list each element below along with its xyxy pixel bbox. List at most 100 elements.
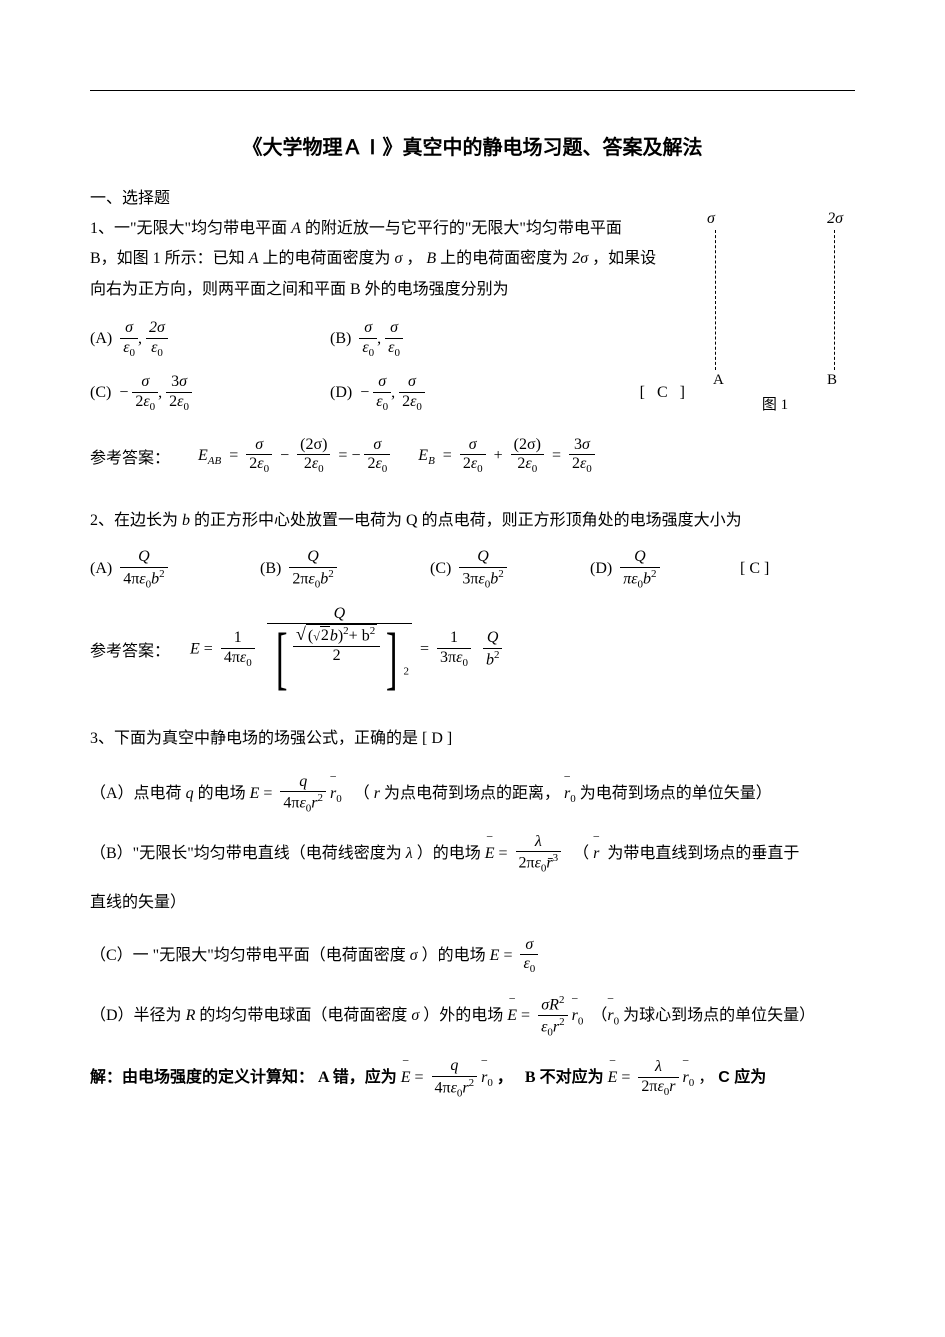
fig-B: B <box>827 372 837 389</box>
frac: (2σ) 2ε0 <box>297 436 330 476</box>
q1-optC: (C) − σ 2ε0 , 3σ 2ε0 <box>90 373 330 413</box>
q1-opts-row2: (C) − σ 2ε0 , 3σ 2ε0 (D) − <box>90 373 685 413</box>
fig-lines <box>695 230 855 370</box>
q1-optA-label: (A) <box>90 324 112 354</box>
fig-2sigma: 2σ <box>827 210 843 228</box>
vec-r0: r <box>572 1001 578 1031</box>
frac: (2σ) 2ε0 <box>511 436 544 476</box>
line-B <box>834 230 835 370</box>
q3-stem-text: 3、下面为真空中静电场的场强公式，正确的是 [ D ] <box>90 724 855 754</box>
q2-stem: 2、在边长为 b 的正方形中心处放置一电荷为 Q 的点电荷，则正方形顶角处的电场… <box>90 506 855 536</box>
q1-p2-mid3: 上的电荷面密度为 <box>440 250 568 267</box>
frac: σ 2ε0 <box>246 436 272 476</box>
q1-optA-frac2: 2σ ε0 <box>146 319 168 359</box>
vec-r0: r <box>683 1061 689 1095</box>
q1-optB-frac2: σ ε0 <box>385 319 403 359</box>
q3-solution: 解：由电场强度的定义计算知： A 错，应为 E = q 4πε0r2 r0 ， … <box>90 1057 855 1100</box>
vec-r0: r <box>481 1061 487 1095</box>
q1-p2-pre: B，如图 1 所示：已知 <box>90 250 245 267</box>
q3-optD: （D）半径为 R 的均匀带电球面（电荷面密度 σ ）外的电场 E = σR2 ε… <box>90 994 855 1039</box>
q1-optD-frac1: σ ε0 <box>373 373 391 413</box>
den: ε0 <box>359 338 377 360</box>
document-title: 《大学物理ＡⅠ》真空中的静电场习题、答案及解法 <box>90 131 855 160</box>
q1-optB: (B) σ ε0 , σ ε0 <box>330 319 403 359</box>
q1-optD: (D) − σ ε0 , σ 2ε0 <box>330 373 520 413</box>
den: ε0 <box>373 392 391 414</box>
q1-p3: 向右为正方向，则两平面之间和平面 B 外的电场强度分别为 <box>90 275 685 305</box>
q1-p1-pre: 1、一"无限大"均匀带电平面 <box>90 220 287 237</box>
q1-opts-row1: (A) σ ε0 , 2σ ε0 (B) σ ε0 <box>90 319 685 359</box>
frac: 1 3πε0 <box>437 629 471 669</box>
q1-optB-frac1: σ ε0 <box>359 319 377 359</box>
frac: Q πε0b2 <box>620 548 659 591</box>
q2-options: (A) Q 4πε0b2 (B) Q 2πε0b2 (C) Q 3πε0b2 (… <box>90 548 855 591</box>
line-A <box>715 230 716 370</box>
q2-optB: (B) Q 2πε0b2 <box>260 548 430 591</box>
q1-p1-mid: 的附近放一与它平行的"无限大"均匀带电平面 <box>305 220 622 237</box>
sqrt: (√2b)2+ b2 <box>296 624 377 646</box>
fig-top-labels: σ 2σ <box>695 210 855 228</box>
vec-E: E <box>507 1001 517 1031</box>
frac: q 4πε0r2 <box>432 1057 478 1100</box>
q1-p2-end: ，如果设 <box>592 250 656 267</box>
top-rule <box>90 90 855 91</box>
q1-optD-frac2: σ 2ε0 <box>399 373 425 413</box>
vec-r0: r <box>607 1001 613 1031</box>
den: ε0 <box>385 338 403 360</box>
num: 3σ <box>166 373 192 391</box>
frac: Q 2πε0b2 <box>289 548 336 591</box>
den: ε0 <box>146 338 168 360</box>
fig-bot-labels: A B <box>695 372 855 389</box>
q1-row: 1、一"无限大"均匀带电平面 A 的附近放一与它平行的"无限大"均匀带电平面 B… <box>90 214 855 428</box>
q2-optC: (C) Q 3πε0b2 <box>430 548 590 591</box>
frac: λ 2πε0r̄3 <box>516 833 562 876</box>
q3-optB-line2: 直线的矢量） <box>90 888 855 918</box>
q1-p2-A2: A <box>249 250 259 267</box>
q1-p2-B: B <box>426 250 436 267</box>
inner-frac: (√2b)2+ b2 2 <box>293 624 380 665</box>
q2-ans-expr: E = 1 4πε0 Q [ (√2b)2+ b2 <box>190 605 502 694</box>
q1-optB-label: (B) <box>330 324 351 354</box>
q1-optA: (A) σ ε0 , 2σ ε0 <box>90 319 330 359</box>
frac-big: Q [ (√2b)2+ b2 2 ] 2 <box>267 605 412 694</box>
frac: σR2 ε0r2 <box>538 994 568 1039</box>
q1-answer-line: 参考答案： EAB = σ 2ε0 − (2σ) 2ε0 = − σ 2ε0 E… <box>90 436 855 476</box>
fig-A: A <box>713 372 724 389</box>
vec-r0: r <box>564 779 570 809</box>
frac: 3σ 2ε0 <box>569 436 595 476</box>
q2-optD: (D) Q πε0b2 <box>590 548 740 591</box>
frac: σ ε0 <box>520 936 538 976</box>
frac: λ 2πε0r <box>638 1058 678 1098</box>
q3-optA: （A）点电荷 q 的电场 E = q 4πε0r2 r0 （ r 为点电荷到场点… <box>90 773 855 816</box>
document-page: 《大学物理ＡⅠ》真空中的静电场习题、答案及解法 一、选择题 1、一"无限大"均匀… <box>0 0 945 1140</box>
den: 2ε0 <box>166 392 192 414</box>
q1-p2-sigma: σ <box>394 250 402 267</box>
q3-options: （A）点电荷 q 的电场 E = q 4πε0r2 r0 （ r 为点电荷到场点… <box>90 773 855 1040</box>
figure-1: σ 2σ A B 图 1 <box>695 210 855 414</box>
frac: 1 4πε0 <box>221 629 255 669</box>
q1-optD-label: (D) <box>330 378 352 408</box>
vec-r0: r <box>330 779 336 809</box>
big-bracket: [ (√2b)2+ b2 2 ] <box>270 624 404 694</box>
num: σ <box>120 319 138 337</box>
q2-answer: 参考答案： E = 1 4πε0 Q [ (√2b)2+ b2 <box>90 605 855 694</box>
fig-caption: 图 1 <box>695 393 855 414</box>
vec-E: E <box>608 1061 618 1095</box>
q1-ans-eq1: EAB = σ 2ε0 − (2σ) 2ε0 = − σ 2ε0 <box>198 436 390 476</box>
q3-stem: 3、下面为真空中静电场的场强公式，正确的是 [ D ] <box>90 724 855 754</box>
neg: − <box>119 378 128 408</box>
q2-optA: (A) Q 4πε0b2 <box>90 548 260 591</box>
q1-p2-2sigma: 2σ <box>572 250 588 267</box>
q2-answer-bracket: [ C ] <box>740 560 769 578</box>
fig-sigma: σ <box>707 210 715 228</box>
q1-optC-frac2: 3σ 2ε0 <box>166 373 192 413</box>
frac: σ 2ε0 <box>364 436 390 476</box>
q1-ans-eq2: EB = σ 2ε0 + (2σ) 2ε0 = 3σ 2ε0 <box>418 436 595 476</box>
frac: q 4πε0r2 <box>280 773 326 816</box>
q3-optC: （C）一 "无限大"均匀带电平面（电荷面密度 σ ）的电场 E = σ ε0 <box>90 936 855 976</box>
frac: σ 2ε0 <box>460 436 486 476</box>
frac: Q 4πε0b2 <box>120 548 167 591</box>
den: 2ε0 <box>132 392 158 414</box>
vec-E: E <box>485 839 495 869</box>
q1-text: 1、一"无限大"均匀带电平面 A 的附近放一与它平行的"无限大"均匀带电平面 B… <box>90 214 685 428</box>
